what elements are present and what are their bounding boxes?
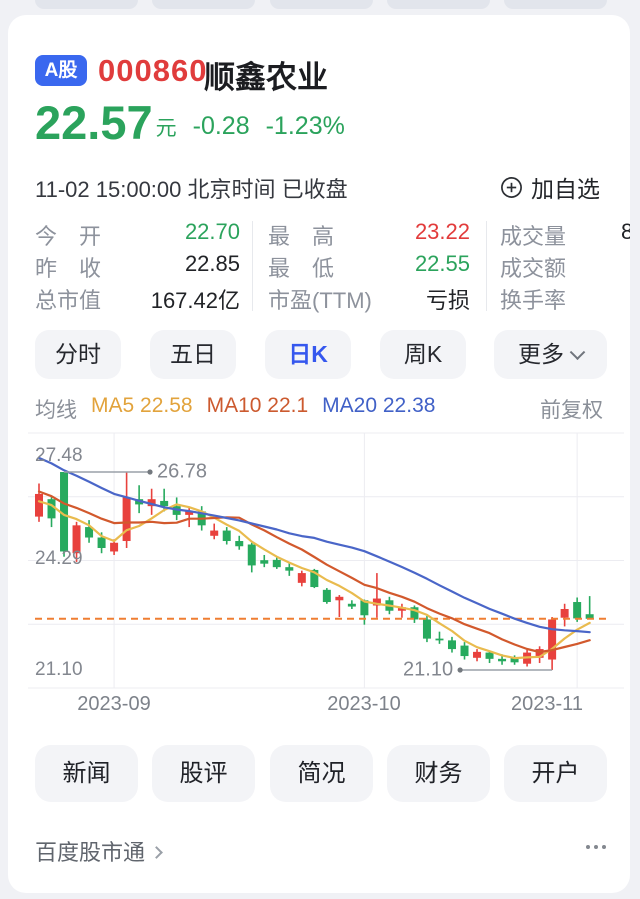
ma10-legend: MA10 22.1 [206, 394, 309, 417]
tab-more-label: 更多 [518, 341, 564, 367]
stat-value-pe-ttm: 亏损 [425, 288, 470, 313]
stock-name: 顺鑫农业 [204, 60, 328, 95]
price-change: -0.28 [192, 112, 250, 140]
tab-open-account[interactable]: 开户 [504, 745, 607, 802]
clipped-pill-3 [270, 0, 373, 9]
more-icon[interactable] [586, 845, 606, 849]
clipped-pill-1 [35, 0, 138, 9]
chevron-down-icon [569, 344, 586, 361]
svg-text:27.48: 27.48 [35, 445, 83, 466]
stat-label-low: 最 低 [268, 256, 335, 281]
tab-profile[interactable]: 简况 [270, 745, 373, 802]
stat-label-open: 今 开 [35, 224, 102, 249]
chevron-right-icon [150, 845, 163, 859]
svg-text:21.10: 21.10 [35, 659, 83, 680]
clipped-pill-4 [387, 0, 490, 9]
clipped-pill-5 [504, 0, 607, 9]
add-watchlist-label: 加自选 [531, 176, 600, 202]
market-badge: A股 [35, 55, 87, 86]
price-change-percent: -1.23% [265, 112, 345, 140]
tab-news[interactable]: 新闻 [35, 745, 138, 802]
price-unit: 元 [155, 117, 177, 140]
stat-value-low: 22.55 [414, 251, 470, 276]
stat-value-high: 23.22 [414, 219, 470, 244]
svg-text:2023-10: 2023-10 [327, 693, 400, 715]
stock-card: A股 000860 顺鑫农业 22.57 元 -0.28 -1.23% 11-0… [8, 15, 630, 893]
stat-label-volume: 成交量 [500, 224, 567, 249]
tab-daily-k[interactable]: 日K [265, 330, 351, 379]
stat-value-volume-clipped: 8 [621, 219, 630, 244]
stat-value-prev-close: 22.85 [184, 251, 240, 276]
clipped-pill-2 [152, 0, 255, 9]
stat-value-open: 22.70 [184, 219, 240, 244]
ma-legend-title: 均线 [35, 399, 77, 422]
add-watchlist-button[interactable]: 加自选 [500, 170, 600, 204]
svg-text:2023-11: 2023-11 [511, 693, 583, 715]
stat-label-pe-ttm: 市盈(TTM) [268, 288, 372, 313]
ma20-legend: MA20 22.38 [322, 394, 436, 417]
stat-label-turnover-amount: 成交额 [500, 256, 567, 281]
tab-minute[interactable]: 分时 [35, 330, 121, 379]
stat-label-high: 最 高 [268, 224, 335, 249]
stats-divider-1 [252, 221, 253, 311]
stat-label-market-cap: 总市值 [35, 288, 102, 313]
tab-more[interactable]: 更多 [494, 330, 607, 379]
tab-financials[interactable]: 财务 [387, 745, 490, 802]
svg-text:26.78: 26.78 [157, 460, 207, 482]
stats-row-3: 总市值 167.42亿 市盈(TTM) 亏损 换手率 [35, 283, 630, 313]
quote-block: 22.57 元 -0.28 -1.23% [35, 99, 345, 146]
svg-text:2023-09: 2023-09 [77, 693, 150, 715]
tab-weekly-k[interactable]: 周K [380, 330, 466, 379]
stock-code: 000860 [98, 53, 208, 88]
plus-circle-icon [501, 176, 522, 198]
svg-text:21.10: 21.10 [403, 658, 453, 680]
svg-text:24.29: 24.29 [35, 548, 83, 569]
quote-timestamp: 11-02 15:00:00 北京时间 已收盘 [35, 177, 348, 202]
stats-divider-2 [486, 221, 487, 311]
brand-link[interactable]: 百度股市通 [35, 835, 163, 867]
stats-row-2: 昨 收 22.85 最 低 22.55 成交额 [35, 251, 630, 281]
tab-comments[interactable]: 股评 [152, 745, 255, 802]
tab-five-day[interactable]: 五日 [150, 330, 236, 379]
ma-legend: 均线 MA5 22.58 MA10 22.1 MA20 22.38 [35, 394, 435, 424]
ma5-legend: MA5 22.58 [91, 394, 193, 417]
brand-label: 百度股市通 [35, 840, 146, 865]
stat-label-turnover-rate: 换手率 [500, 288, 567, 313]
adjust-mode-label[interactable]: 前复权 [540, 399, 603, 422]
current-price: 22.57 [35, 96, 153, 149]
stats-row-1: 今 开 22.70 最 高 23.22 成交量 8 [35, 219, 630, 249]
kline-chart[interactable]: 27.48 24.29 21.10 26.78 21.10 2023-09 2023-10 2… [8, 430, 630, 722]
stat-label-prev-close: 昨 收 [35, 256, 102, 281]
stat-value-market-cap: 167.42亿 [150, 288, 240, 313]
